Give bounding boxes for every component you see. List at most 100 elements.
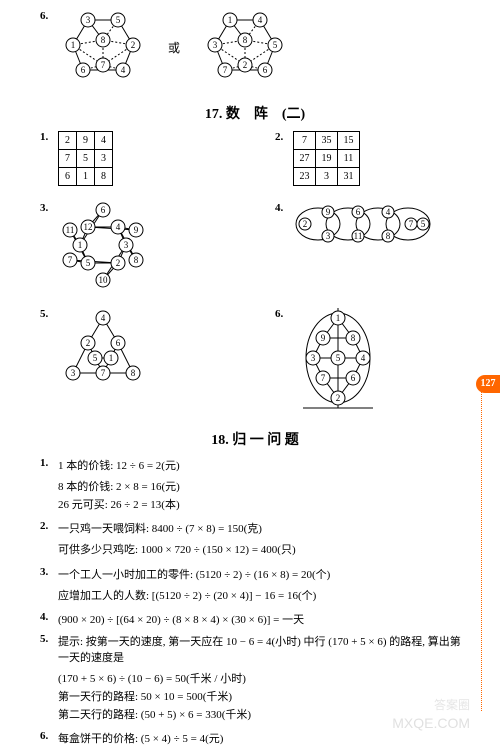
star-diagram: 698107111243251 (58, 202, 148, 292)
svg-text:6: 6 (263, 65, 268, 75)
svg-text:11: 11 (354, 231, 363, 241)
q17-6: 6. 198354762 (275, 308, 470, 413)
svg-text:8: 8 (386, 231, 391, 241)
q18-item: 5.提示: 按第一天的速度, 第一天应在 10 − 6 = 4(小时) 中行 (… (40, 633, 470, 724)
svg-text:3: 3 (213, 40, 218, 50)
graph-6b: 14385726 (200, 10, 290, 85)
svg-text:2: 2 (336, 393, 341, 403)
or-text: 或 (168, 39, 180, 56)
svg-text:4: 4 (386, 207, 391, 217)
svg-text:2: 2 (131, 40, 136, 50)
svg-text:6: 6 (116, 338, 121, 348)
svg-text:6: 6 (356, 207, 361, 217)
q17-5: 5. 42651378 (40, 308, 235, 413)
svg-text:12: 12 (84, 222, 93, 232)
svg-text:9: 9 (326, 207, 331, 217)
svg-text:7: 7 (68, 255, 73, 265)
svg-text:6: 6 (351, 373, 356, 383)
grid-cell: 19 (316, 150, 338, 168)
grid-cell: 23 (294, 168, 316, 186)
svg-text:4: 4 (361, 353, 366, 363)
q17-6-number: 6. (275, 308, 293, 320)
svg-text:11: 11 (66, 225, 75, 235)
svg-text:2: 2 (116, 258, 121, 268)
q18-line: 26 元可买: 26 ÷ 2 = 13(本) (58, 497, 470, 515)
grid-cell: 7 (294, 132, 316, 150)
q17-2-number: 2. (275, 131, 293, 143)
q18-line: 每盒饼干的价格: (5 × 4) ÷ 5 = 4(元) (58, 730, 470, 746)
svg-text:6: 6 (101, 205, 106, 215)
grid-cell: 6 (59, 168, 77, 186)
grid-2: 7351527191123331 (293, 131, 360, 186)
graph-6a: 35182674 (58, 10, 148, 85)
q18-number: 6. (40, 730, 58, 742)
svg-text:8: 8 (134, 255, 139, 265)
q6-row: 6. 35182674 或 14385726 (40, 10, 470, 95)
grid-cell: 9 (77, 132, 95, 150)
q18-number: 2. (40, 520, 58, 532)
q17-3-number: 3. (40, 202, 58, 214)
svg-text:2: 2 (243, 60, 248, 70)
svg-text:3: 3 (86, 15, 91, 25)
q6-diagrams: 35182674 或 14385726 (58, 10, 290, 85)
svg-text:9: 9 (134, 225, 139, 235)
grid-cell: 35 (316, 132, 338, 150)
q18-item: 3.一个工人一小时加工的零件: (5120 ÷ 2) ÷ (16 × 8) = … (40, 566, 470, 606)
q18-line: (170 + 5 × 6) ÷ (10 − 6) = 50(千米 / 小时) (58, 671, 470, 689)
svg-text:3: 3 (124, 240, 129, 250)
title-17: 17. 数 阵 (二) (40, 103, 470, 123)
grid-cell: 11 (338, 150, 360, 168)
title-18: 18. 归 一 问 题 (40, 429, 470, 449)
q18-line: 提示: 按第一天的速度, 第一天应在 10 − 6 = 4(小时) 中行 (17… (58, 633, 470, 665)
grid-cell: 3 (316, 168, 338, 186)
dotted-side-border (481, 390, 482, 711)
svg-text:5: 5 (86, 258, 91, 268)
grid-cell: 5 (77, 150, 95, 168)
q18-line: 一只鸡一天喂饲料: 8400 ÷ (7 × 8) = 150(克) (58, 520, 470, 536)
svg-text:8: 8 (131, 368, 136, 378)
q18-number: 1. (40, 457, 58, 469)
q17-4-number: 4. (275, 202, 293, 214)
svg-text:3: 3 (326, 231, 331, 241)
oval-diagram: 198354762 (293, 308, 383, 413)
svg-text:7: 7 (223, 65, 228, 75)
grid-cell: 7 (59, 150, 77, 168)
grid-1: 294753618 (58, 131, 113, 186)
grid-cell: 4 (95, 132, 113, 150)
svg-text:1: 1 (109, 353, 114, 363)
grid-cell: 2 (59, 132, 77, 150)
svg-text:4: 4 (258, 15, 263, 25)
triangle-diagram: 42651378 (58, 308, 148, 388)
svg-text:5: 5 (421, 219, 426, 229)
svg-text:4: 4 (101, 313, 106, 323)
q17-1-number: 1. (40, 131, 58, 143)
svg-text:1: 1 (228, 15, 233, 25)
svg-text:7: 7 (101, 368, 106, 378)
svg-text:6: 6 (81, 65, 86, 75)
svg-text:5: 5 (93, 353, 98, 363)
q18-number: 4. (40, 611, 58, 623)
q17-5-number: 5. (40, 308, 58, 320)
q17-1: 1. 294753618 (40, 131, 235, 186)
svg-text:1: 1 (71, 40, 76, 50)
svg-text:4: 4 (121, 65, 126, 75)
q6-number: 6. (40, 10, 58, 22)
q18-item: 1.1 本的价钱: 12 ÷ 6 = 2(元)8 本的价钱: 2 × 8 = 1… (40, 457, 470, 514)
svg-text:2: 2 (86, 338, 91, 348)
q18-line: 第一天行的路程: 50 × 10 = 500(千米) (58, 689, 470, 707)
q18-line: 一个工人一小时加工的零件: (5120 ÷ 2) ÷ (16 × 8) = 20… (58, 566, 470, 582)
grid-cell: 15 (338, 132, 360, 150)
q17-3: 3. 698107111243251 (40, 202, 235, 292)
q18-number: 5. (40, 633, 58, 645)
leaf-diagram: 9 6 4 3 11 8 2 75 (293, 202, 438, 247)
svg-text:7: 7 (409, 219, 414, 229)
q17-2: 2. 7351527191123331 (275, 131, 470, 186)
svg-text:4: 4 (116, 222, 121, 232)
svg-text:7: 7 (101, 60, 106, 70)
svg-text:1: 1 (78, 240, 83, 250)
grid-cell: 1 (77, 168, 95, 186)
q17-4: 4. 9 6 4 3 11 8 2 75 (275, 202, 470, 292)
page-number-badge: 127 (476, 375, 500, 393)
svg-text:2: 2 (303, 219, 308, 229)
svg-text:1: 1 (336, 313, 341, 323)
